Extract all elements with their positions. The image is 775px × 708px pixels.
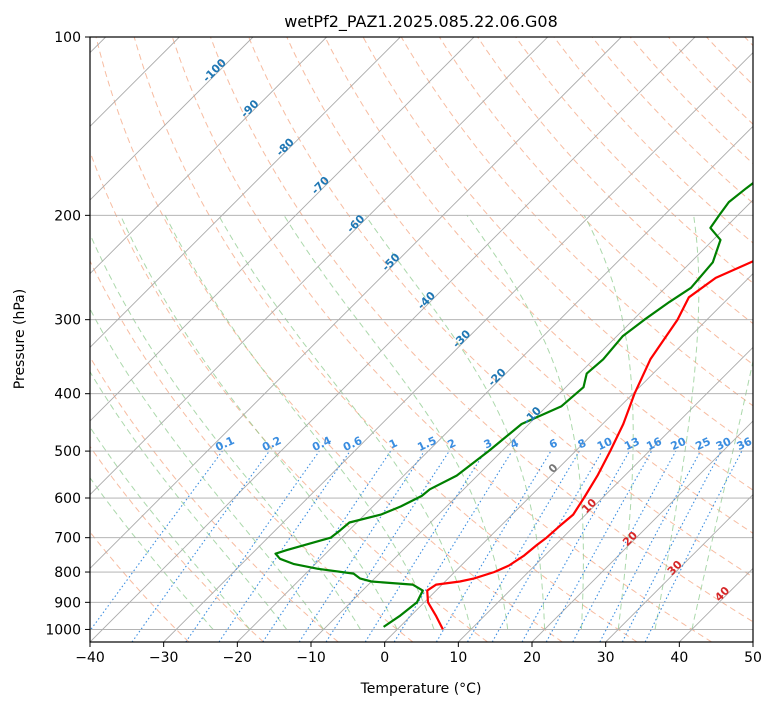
- mixing-ratio-line: [644, 450, 743, 642]
- x-tick-label: −30: [149, 650, 179, 666]
- y-tick-label: 1000: [45, 622, 81, 638]
- mixing-ratio-line: [298, 450, 425, 642]
- isotherm: [531, 420, 753, 642]
- y-tick-label: 600: [54, 491, 81, 507]
- mixing-ratio-label: 20: [669, 435, 689, 453]
- isotherm: [384, 273, 753, 642]
- y-tick-label: 800: [54, 565, 81, 581]
- dry-adiabat: [171, 37, 712, 642]
- mixing-ratio-line: [185, 450, 320, 642]
- profile-line: [426, 260, 753, 630]
- x-tick-label: 30: [597, 650, 615, 666]
- x-tick-label: −40: [75, 650, 105, 666]
- x-tick-label: −10: [296, 650, 326, 666]
- isotherm: [310, 199, 753, 642]
- dry-adiabat: [90, 259, 414, 642]
- chart-title: wetPf2_PAZ1.2025.085.22.06.G08: [284, 12, 558, 32]
- mixing-ratio-line: [262, 450, 392, 642]
- dry-adiabat: [248, 37, 753, 578]
- dry-adiabat: [286, 37, 753, 534]
- plot-frame: [89, 36, 754, 643]
- isotherm: [237, 125, 753, 642]
- dry-adiabat: [90, 445, 264, 642]
- isotherm: [605, 494, 753, 642]
- mixing-ratio-label: 13: [622, 435, 641, 453]
- mixing-ratio-label: 30: [714, 435, 734, 453]
- isotherm: [90, 37, 548, 496]
- y-tick-label: 200: [54, 208, 81, 224]
- isotherm: [90, 37, 254, 201]
- mixing-ratio-line: [218, 450, 351, 642]
- y-tick-label: 300: [54, 313, 81, 329]
- moist-adiabat: [120, 215, 398, 630]
- x-tick-label: 20: [523, 650, 541, 666]
- x-tick-label: 40: [670, 650, 688, 666]
- dry-adiabat: [210, 37, 753, 623]
- profile-line: [274, 181, 753, 628]
- mixing-ratio-label: 25: [693, 435, 712, 453]
- mixing-ratio-label: 16: [644, 435, 664, 453]
- y-tick-label: 700: [54, 531, 81, 547]
- background-lines: [90, 37, 753, 642]
- axes: −40 −30 −20 −10 0 10 20 30 40 50 100 200 300 400 500 60…: [45, 30, 762, 666]
- isotherm: [90, 37, 696, 642]
- mixing-ratio-line: [521, 450, 630, 642]
- x-tick-label: −20: [223, 650, 253, 666]
- series-layer: [274, 181, 753, 630]
- isotherm: [90, 37, 401, 348]
- isotherm: [90, 37, 475, 422]
- dry-adiabat: [515, 37, 753, 284]
- mixing-ratio-line: [572, 450, 677, 642]
- mixing-ratio-label: 10: [595, 435, 615, 453]
- isotherm: [90, 37, 327, 275]
- dry-adiabat: [324, 37, 753, 491]
- mixing-ratio-line: [325, 450, 450, 642]
- x-tick-label: 10: [449, 650, 467, 666]
- moist-adiabat: [90, 308, 324, 630]
- x-tick-label: 0: [380, 650, 389, 666]
- dry-adiabat: [90, 356, 339, 642]
- mixing-ratio-label: 36: [735, 435, 755, 453]
- y-axis-label: Pressure (hPa): [12, 289, 28, 389]
- dry-adiabat: [95, 37, 563, 642]
- isotherm: [458, 346, 753, 642]
- y-tick-label: 500: [54, 444, 81, 460]
- mixing-ratio-line: [393, 450, 513, 642]
- isotherm: [163, 52, 753, 642]
- isotherm: [90, 37, 622, 569]
- x-tick-label: 50: [744, 650, 762, 666]
- y-tick-label: 900: [54, 595, 81, 611]
- moist-adiabat: [283, 215, 509, 630]
- y-tick-label: 100: [54, 30, 81, 46]
- mixing-ratio-line: [131, 450, 270, 642]
- mixing-ratio-line: [545, 450, 653, 642]
- x-axis-label: Temperature (°C): [360, 681, 482, 697]
- mixing-ratio-line: [90, 450, 223, 632]
- y-tick-label: 400: [54, 387, 81, 403]
